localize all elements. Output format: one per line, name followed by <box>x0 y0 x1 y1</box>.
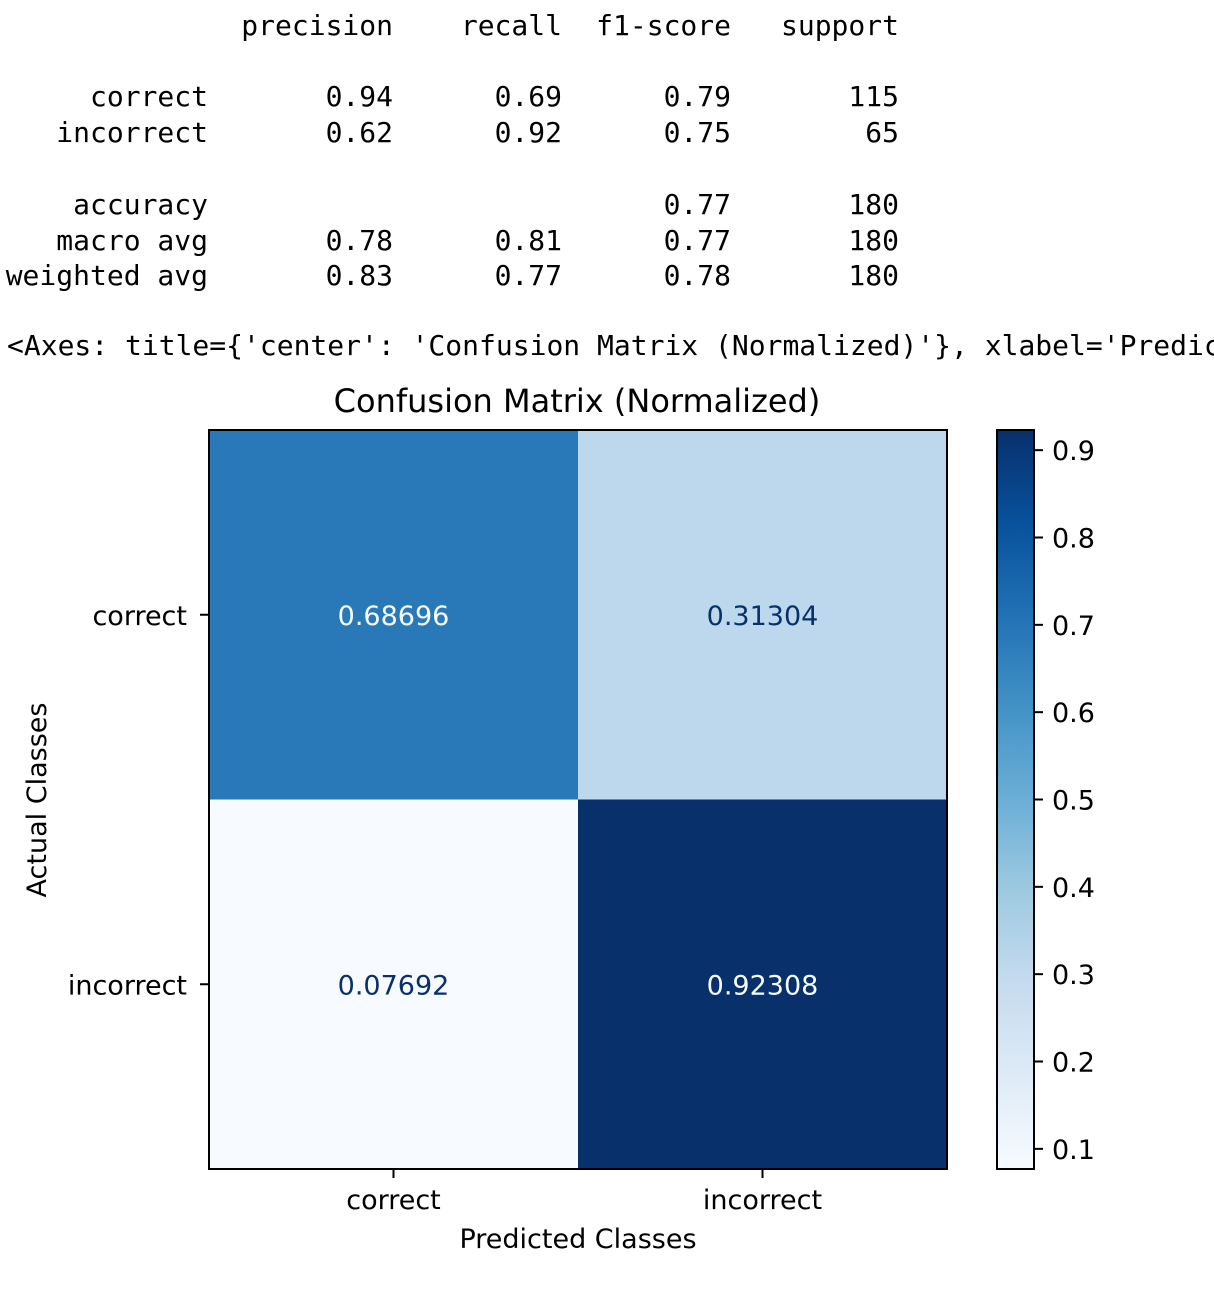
x-tick-label: incorrect <box>703 1185 822 1216</box>
report-cell-f1: 0.79 <box>663 80 731 113</box>
cell-value-label: 0.31304 <box>707 601 819 632</box>
heatmap-frame <box>208 429 948 1170</box>
report-cell-recall: 0.77 <box>494 259 562 292</box>
report-cell-recall: 0.69 <box>494 80 562 113</box>
report-header-recall: recall <box>460 9 562 42</box>
report-cell-f1: 0.75 <box>663 116 731 149</box>
axes-repr-output: <Axes: title={'center': 'Confusion Matri… <box>7 329 1214 362</box>
report-header-precision: precision <box>241 9 393 42</box>
chart-title: Confusion Matrix (Normalized) <box>334 382 821 420</box>
colorbar-tick-label: 0.5 <box>1052 786 1095 817</box>
colorbar-tick-label: 0.8 <box>1052 523 1095 554</box>
colorbar-tick-label: 0.4 <box>1052 873 1095 904</box>
report-cell-support: 180 <box>848 188 899 221</box>
report-row-label: macro avg <box>56 224 208 257</box>
report-cell-support: 180 <box>848 224 899 257</box>
y-tick-label: correct <box>92 601 187 632</box>
report-cell-precision: 0.94 <box>325 80 393 113</box>
colorbar-tick-label: 0.2 <box>1052 1048 1095 1079</box>
report-cell-precision: 0.78 <box>325 224 393 257</box>
report-cell-precision: 0.83 <box>325 259 393 292</box>
heatmap-cell <box>578 430 947 800</box>
x-axis-label: Predicted Classes <box>459 1224 696 1255</box>
report-row-label: incorrect <box>56 116 208 149</box>
report-cell-recall: 0.92 <box>494 116 562 149</box>
report-header-f1: f1-score <box>596 9 731 42</box>
cell-value-label: 0.92308 <box>707 970 819 1001</box>
report-cell-f1: 0.77 <box>663 188 731 221</box>
colorbar-tick-label: 0.3 <box>1052 960 1095 991</box>
cell-value-label: 0.68696 <box>338 601 450 632</box>
cell-value-label: 0.07692 <box>338 970 450 1001</box>
report-row-label: correct <box>89 80 208 113</box>
report-row-label: weighted avg <box>5 259 208 292</box>
x-tick-label: correct <box>346 1185 441 1216</box>
report-cell-support: 180 <box>848 259 899 292</box>
y-axis-label: Actual Classes <box>22 703 53 898</box>
report-cell-support: 65 <box>865 116 899 149</box>
report-row-label: accuracy <box>73 188 208 221</box>
y-tick-label: incorrect <box>68 970 187 1001</box>
heatmap-cell <box>209 799 578 1169</box>
report-cell-f1: 0.77 <box>663 224 731 257</box>
confusion-matrix-chart: Confusion Matrix (Normalized) 0.68696 0.3… <box>22 382 1095 1255</box>
report-cell-f1: 0.78 <box>663 259 731 292</box>
colorbar-tick-label: 0.7 <box>1052 611 1095 642</box>
heatmap-cell <box>209 430 578 800</box>
colorbar-tick-label: 0.9 <box>1052 436 1095 467</box>
heatmap-cell <box>578 799 947 1169</box>
colorbar <box>996 429 1035 1170</box>
report-cell-precision: 0.62 <box>325 116 393 149</box>
colorbar-tick-label: 0.6 <box>1052 698 1095 729</box>
report-cell-support: 115 <box>848 80 899 113</box>
report-cell-recall: 0.81 <box>494 224 562 257</box>
report-header-support: support <box>780 9 899 42</box>
colorbar-tick-label: 0.1 <box>1052 1135 1095 1166</box>
